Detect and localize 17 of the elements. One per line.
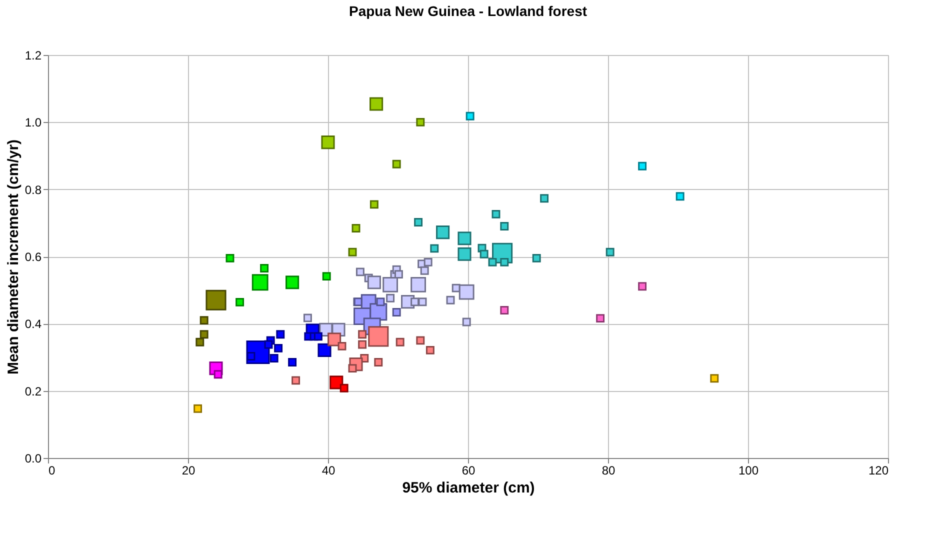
y-tick-label: 1.0 (24, 116, 42, 130)
x-tick-label: 20 (182, 464, 196, 478)
x-axis-title: 95% diameter (cm) (402, 480, 535, 496)
x-tick-label: 100 (738, 464, 759, 478)
y-tick-label: 0.4 (24, 317, 42, 332)
y-axis-title: Mean diameter increment (cm/yr) (4, 139, 22, 375)
x-tick-label: 60 (462, 464, 476, 478)
y-tick-label: 0.2 (24, 384, 42, 398)
y-tick-label: 0.0 (24, 452, 42, 466)
x-tick-label: 40 (322, 464, 336, 478)
x-tick-label: 0 (48, 464, 56, 478)
chart-title: Papua New Guinea - Lowland forest (348, 3, 588, 19)
y-tick-label: 1.2 (24, 48, 42, 62)
x-tick-label: 80 (602, 464, 616, 478)
y-tick-label: 0.8 (24, 182, 42, 197)
y-tick-label: 0.6 (24, 250, 42, 264)
x-tick-label: 120 (868, 464, 889, 478)
